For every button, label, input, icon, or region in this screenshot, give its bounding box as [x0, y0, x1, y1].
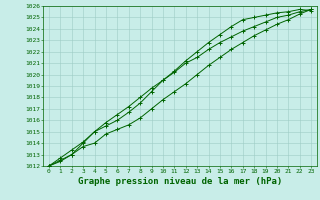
X-axis label: Graphe pression niveau de la mer (hPa): Graphe pression niveau de la mer (hPa) — [78, 177, 282, 186]
